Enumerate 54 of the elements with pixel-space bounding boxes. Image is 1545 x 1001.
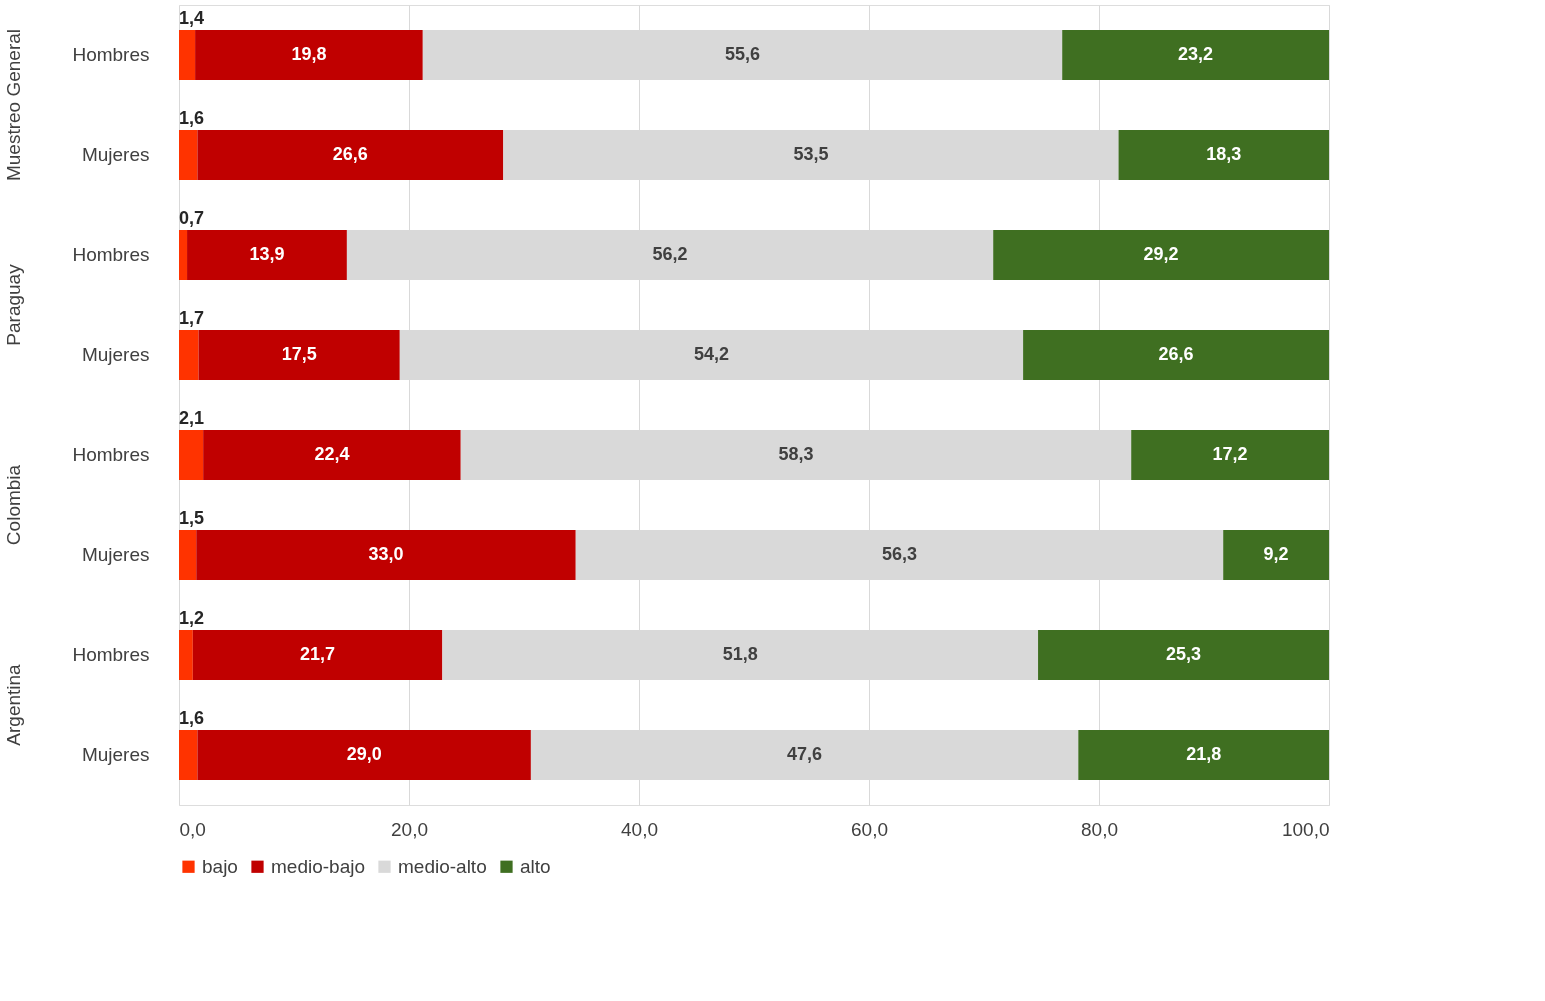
data-label: 47,6: [787, 744, 823, 764]
x-tick-label: 80,0: [1081, 818, 1118, 840]
data-label: 1,7: [179, 308, 205, 328]
y-tick-label: Mujeres: [81, 144, 150, 165]
text: Colombia: [3, 464, 24, 546]
data-label: 26,6: [1158, 344, 1194, 364]
data-label: 17,5: [281, 344, 317, 364]
data-label: 17,2: [1212, 444, 1248, 464]
legend-label: medio-alto: [398, 855, 487, 877]
data-label: 18,3: [1206, 144, 1242, 164]
data-label: 33,0: [368, 544, 404, 564]
y-tick-label: Hombres: [72, 444, 150, 465]
data-label: 25,3: [1166, 644, 1202, 664]
x-tick-label: 100,0: [1281, 818, 1330, 840]
y-tick-label: Mujeres: [81, 744, 150, 765]
text: Paraguay: [3, 263, 24, 346]
data-label: 51,8: [722, 644, 758, 664]
data-label: 29,2: [1143, 244, 1179, 264]
text: Argentina: [3, 663, 24, 746]
x-tick-label: 0,0: [179, 818, 206, 840]
data-label: 1,6: [179, 708, 205, 728]
legend-label: medio-bajo: [271, 855, 365, 877]
data-label: 29,0: [346, 744, 382, 764]
x-tick-label: 20,0: [391, 818, 428, 840]
x-tick-label: 60,0: [851, 818, 888, 840]
legend-label: bajo: [202, 855, 238, 877]
data-label: 26,6: [332, 144, 368, 164]
data-label: 56,2: [652, 244, 688, 264]
data-label: 1,2: [179, 608, 205, 628]
data-label: 0,7: [179, 208, 205, 228]
data-label: 19,8: [291, 44, 327, 64]
data-label: 58,3: [778, 444, 814, 464]
y-tick-label: Hombres: [72, 644, 150, 665]
data-label: 54,2: [693, 344, 729, 364]
data-label: 2,1: [179, 408, 205, 428]
text: Muestreo General: [3, 28, 24, 182]
y-tick-label: Hombres: [72, 44, 150, 65]
data-label: 1,5: [179, 508, 205, 528]
data-label: 1,4: [179, 8, 205, 28]
data-label: 56,3: [881, 544, 917, 564]
data-label: 23,2: [1178, 44, 1214, 64]
legend-label: alto: [520, 855, 551, 877]
data-label: 9,2: [1263, 544, 1289, 564]
data-label: 53,5: [793, 144, 829, 164]
x-tick-label: 40,0: [621, 818, 658, 840]
data-label: 1,6: [179, 108, 205, 128]
data-label: 55,6: [724, 44, 761, 64]
data-label: 13,9: [249, 244, 285, 264]
y-tick-label: Mujeres: [81, 544, 150, 565]
data-label: 21,7: [300, 644, 336, 664]
data-label: 21,8: [1186, 744, 1222, 764]
data-label: 22,4: [314, 444, 350, 464]
y-tick-label: Mujeres: [81, 344, 150, 365]
y-tick-label: Hombres: [72, 244, 150, 265]
